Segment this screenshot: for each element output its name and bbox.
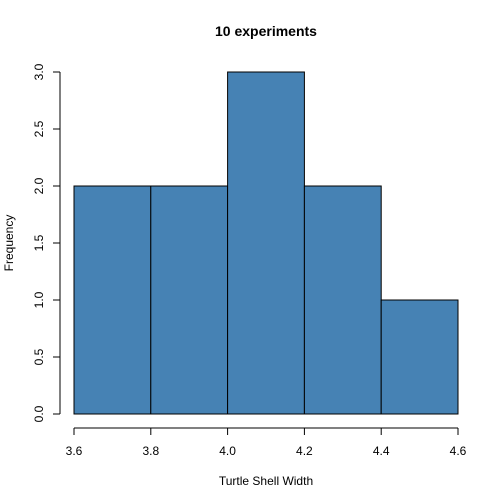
histogram-bar-3 bbox=[303, 185, 382, 415]
y-tick-label-6: 3.0 bbox=[32, 63, 46, 80]
y-tick-label-3: 1.5 bbox=[32, 234, 46, 251]
x-axis: 3.6 3.8 4.0 4.2 4.4 4.6 bbox=[66, 427, 467, 458]
x-tick-label-3: 4.2 bbox=[296, 444, 313, 458]
y-tick-label-4: 2.0 bbox=[32, 177, 46, 194]
x-tick-label-4: 4.4 bbox=[373, 444, 390, 458]
x-axis-label: Turtle Shell Width bbox=[219, 474, 313, 488]
y-axis: 0.0 0.5 1.0 1.5 2.0 2.5 3.0 bbox=[32, 63, 61, 422]
histogram-bar-0 bbox=[73, 185, 152, 415]
bars-group bbox=[73, 71, 459, 415]
histogram-bar-2 bbox=[227, 71, 305, 415]
x-tick-label-1: 3.8 bbox=[142, 444, 159, 458]
y-tick-label-5: 2.5 bbox=[32, 120, 46, 137]
x-tick-label-0: 3.6 bbox=[66, 444, 83, 458]
histogram-bar-4 bbox=[380, 299, 459, 415]
y-tick-label-2: 1.0 bbox=[32, 291, 46, 308]
histogram-bar-1 bbox=[150, 185, 229, 415]
y-tick-label-1: 0.5 bbox=[32, 348, 46, 365]
y-axis-label: Frequency bbox=[2, 215, 16, 272]
x-tick-label-2: 4.0 bbox=[219, 444, 236, 458]
chart-title: 10 experiments bbox=[215, 23, 317, 39]
y-tick-label-0: 0.0 bbox=[32, 405, 46, 422]
x-tick-label-5: 4.6 bbox=[450, 444, 467, 458]
